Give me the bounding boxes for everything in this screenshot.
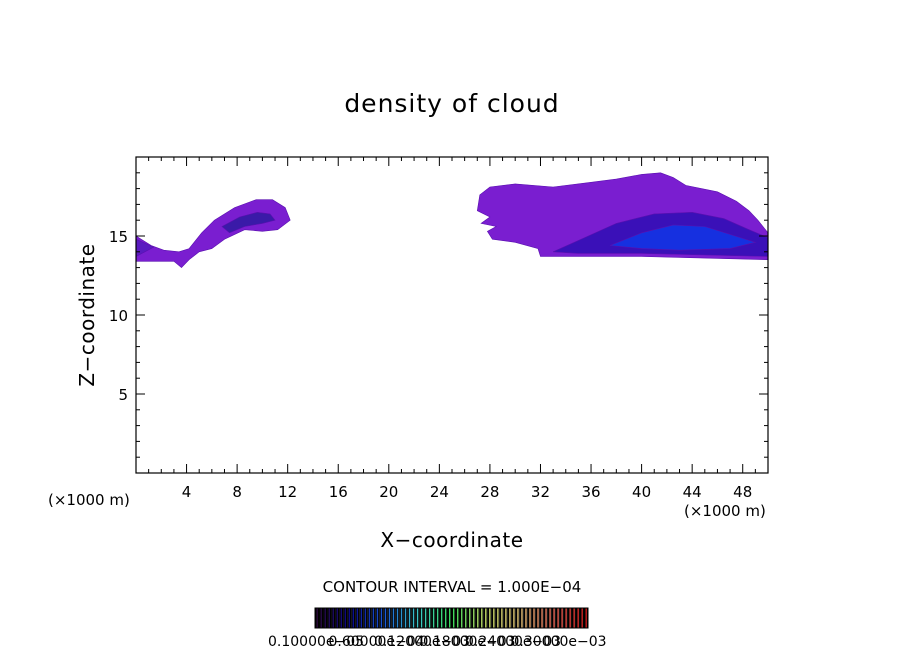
y-axis-title: Z−coordinate (75, 243, 99, 386)
colorbar-label: 0.18000e−03 (420, 634, 516, 650)
x-tick-label: 8 (232, 483, 242, 501)
x-unit-label-right: (×1000 m) (684, 502, 766, 520)
x-axis-title: X−coordinate (380, 528, 523, 552)
colorbar (314, 607, 589, 629)
x-axis-ticks: 4 8 12 16 20 24 28 32 36 40 44 48 (148, 157, 756, 501)
y-tick-label: 10 (109, 307, 128, 325)
contour-region-left-cloud (135, 199, 291, 269)
x-tick-label: 16 (329, 483, 348, 501)
x-unit-label-left: (×1000 m) (48, 491, 130, 509)
x-tick-label: 20 (379, 483, 398, 501)
y-tick-label: 5 (118, 386, 128, 404)
colorbar-label: 0.12000e−03 (374, 634, 470, 650)
colorbar-label: 0.24000e−03 (465, 634, 561, 650)
x-tick-label: 24 (430, 483, 449, 501)
colorbar-label: 0.10000e−05 (268, 634, 364, 650)
contour-region-right-cloud-core (609, 224, 757, 251)
colorbar-label: 0.30000e−03 (511, 634, 607, 650)
chart-title: density of cloud (344, 89, 559, 118)
y-axis-ticks: 5 10 15 (109, 172, 768, 458)
x-tick-label: 32 (531, 483, 550, 501)
y-tick-label: 15 (109, 228, 128, 246)
contour-fill-group (135, 172, 769, 269)
colorbar-frame (314, 607, 589, 629)
colorbar-label: 0.60000e−04 (329, 634, 425, 650)
x-tick-label: 12 (278, 483, 297, 501)
x-tick-label: 48 (733, 483, 752, 501)
x-tick-label: 36 (581, 483, 600, 501)
x-tick-label: 28 (480, 483, 499, 501)
x-tick-label: 4 (182, 483, 192, 501)
colorbar-labels: 0.10000e−050.60000e−040.12000e−030.18000… (268, 634, 607, 650)
contour-region-left-cloud-core (221, 211, 276, 234)
contour-interval-label: CONTOUR INTERVAL = 1.000E−04 (323, 578, 582, 596)
x-tick-label: 44 (683, 483, 702, 501)
x-tick-label: 40 (632, 483, 651, 501)
